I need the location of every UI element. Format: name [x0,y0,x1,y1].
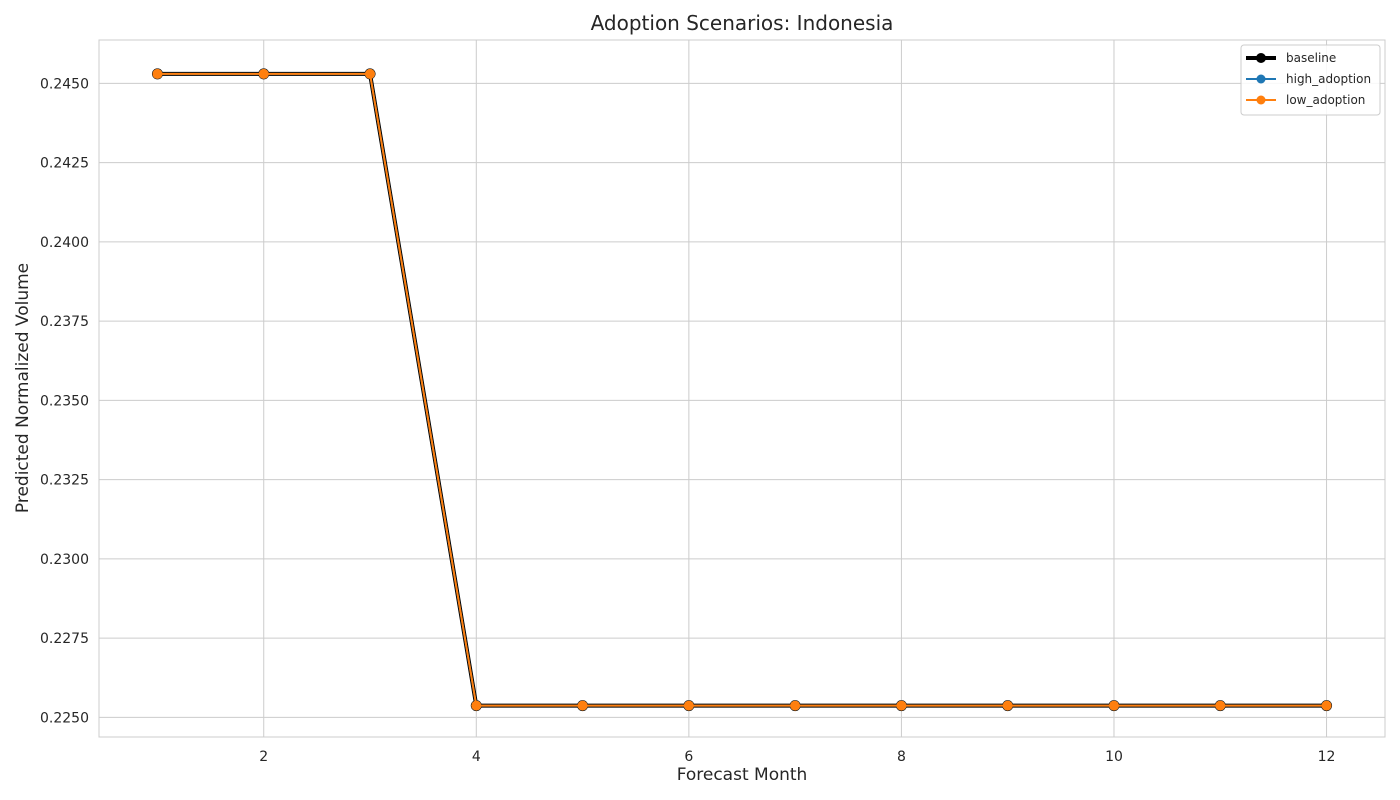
y-tick-label: 0.2325 [40,473,89,489]
legend-box [1240,44,1381,116]
series-line-low_adoption [157,72,1327,707]
data-point-low_adoption [365,68,376,79]
x-tick-label: 10 [1105,749,1123,765]
legend-marker [1256,74,1266,84]
grid [99,40,1385,737]
y-tick-label: 0.2300 [40,552,89,568]
x-tick-label: 2 [259,749,268,765]
x-tick-label: 6 [684,749,693,765]
y-tick-label: 0.2375 [40,314,89,330]
y-tick-labels: 0.2250 0.2275 0.2300 0.2325 0.2350 0.2375 0.24… [40,76,89,726]
legend-marker [1256,53,1266,63]
data-point-low_adoption [683,700,694,711]
data-point-low_adoption [1321,700,1332,711]
series-high_adoption [152,68,1332,711]
series-baseline [151,68,1333,712]
data-point-low_adoption [1002,700,1013,711]
data-point-low_adoption [258,68,269,79]
y-tick-label: 0.2450 [40,76,89,92]
series-low_adoption [152,68,1332,711]
data-point-low_adoption [1215,700,1226,711]
y-tick-label: 0.2275 [40,631,89,647]
series-line-baseline [157,71,1327,708]
chart-title: Adoption Scenarios: Indonesia [591,11,894,35]
x-axis-label: Forecast Month [677,765,808,785]
x-tick-label: 12 [1318,749,1336,765]
data-point-low_adoption [1108,700,1119,711]
legend: baseline high_adoption low_adoption [1240,44,1381,116]
x-tick-label: 4 [472,749,481,765]
y-tick-label: 0.2350 [40,393,89,409]
data-point-low_adoption [152,68,163,79]
legend-label: high_adoption [1286,72,1371,86]
y-axis-label: Predicted Normalized Volume [13,263,33,513]
series-line-high_adoption [157,72,1327,707]
data-point-low_adoption [896,700,907,711]
legend-label: baseline [1286,51,1336,65]
legend-label: low_adoption [1286,93,1365,107]
y-tick-label: 0.2250 [40,710,89,726]
data-point-low_adoption [471,700,482,711]
y-tick-label: 0.2400 [40,235,89,251]
y-tick-label: 0.2425 [40,156,89,172]
x-tick-label: 8 [897,749,906,765]
series-layer [151,68,1333,712]
data-point-low_adoption [577,700,588,711]
legend-marker [1256,95,1266,105]
data-point-low_adoption [790,700,801,711]
x-tick-labels: 2 4 6 8 10 12 [259,749,1335,765]
plot-frame [98,39,1386,738]
